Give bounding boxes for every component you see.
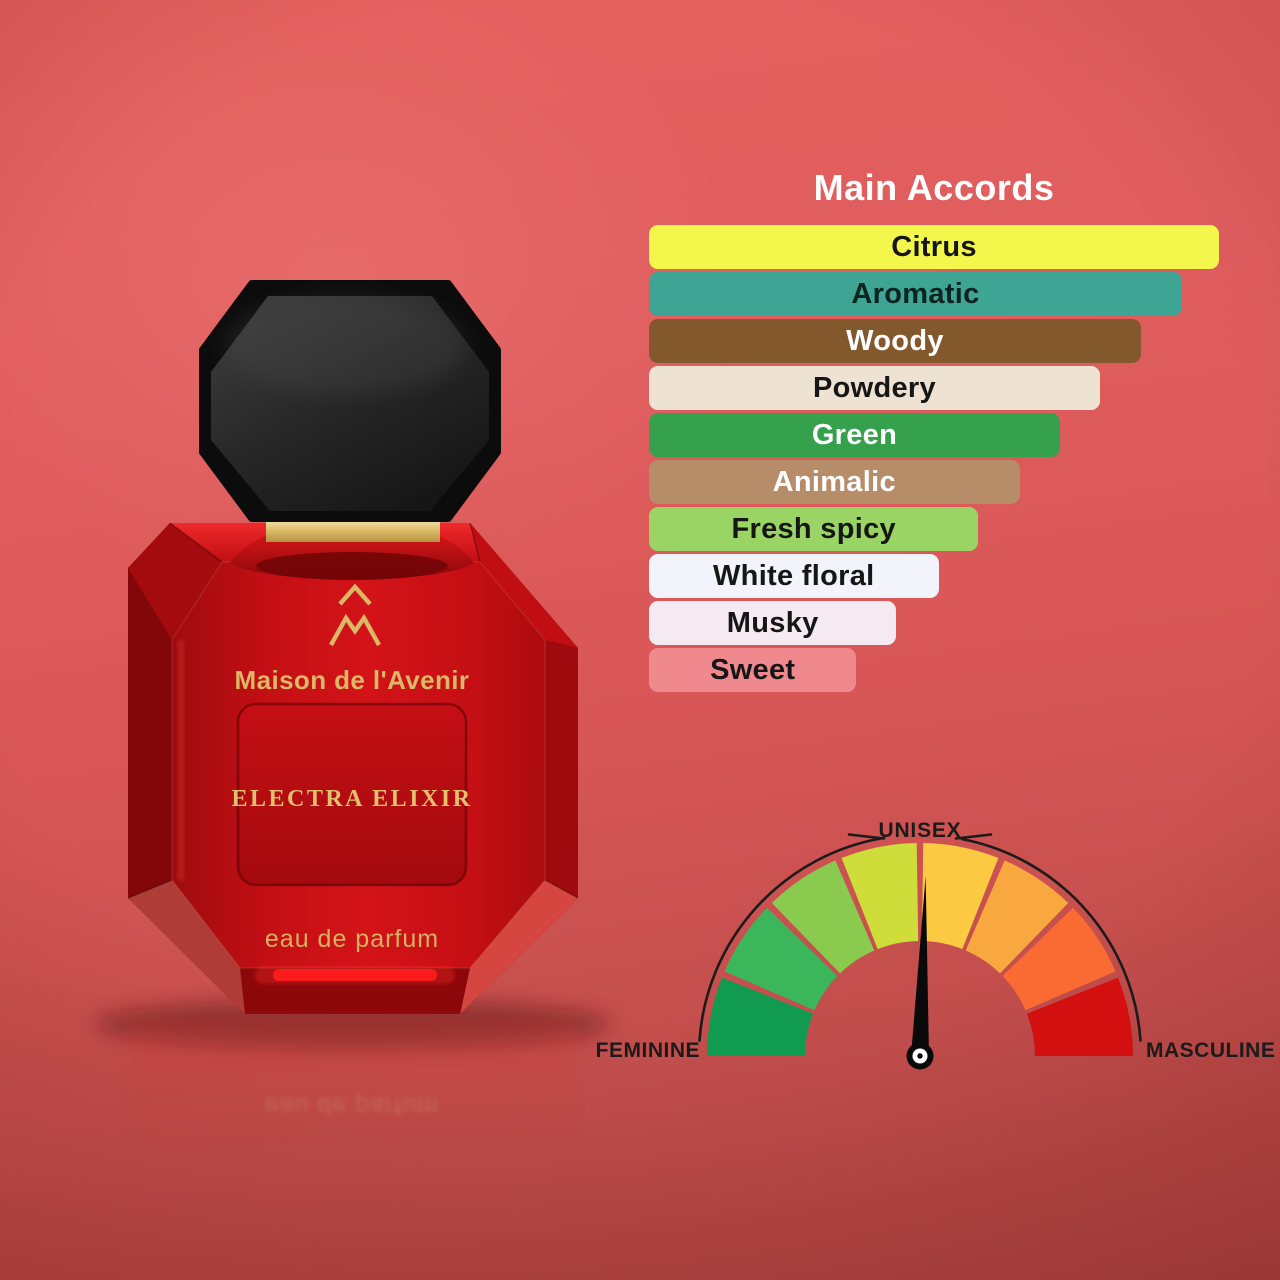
product-type-label: eau de parfum	[265, 925, 439, 953]
bottle-reflection: eau de parfum	[130, 1018, 575, 1170]
accord-bar-label: Woody	[846, 324, 944, 357]
accord-bar-animalic: Animalic	[649, 460, 1020, 504]
gauge-geometry	[698, 833, 1142, 1070]
accord-bar-fresh-spicy: Fresh spicy	[649, 507, 979, 551]
gauge-unisex-tick	[847, 833, 886, 840]
accord-bar-aromatic: Aromatic	[649, 272, 1182, 316]
gauge-segment-4	[841, 843, 919, 950]
accord-bar-musky: Musky	[649, 601, 897, 645]
gauge-segment-7	[1002, 907, 1116, 1011]
accord-bar-label: Animalic	[772, 465, 896, 498]
accord-bar-citrus: Citrus	[649, 225, 1219, 269]
gauge-label-feminine: FEMININE	[596, 1039, 700, 1062]
reflection-text: eau de parfum	[265, 1092, 439, 1120]
accord-bar-label: Sweet	[710, 653, 796, 686]
bottle-bottom-highlight	[273, 969, 437, 981]
brand-monogram-icon	[329, 583, 381, 647]
accord-bar-white-floral: White floral	[649, 554, 939, 598]
bottle-cap	[199, 280, 501, 522]
accord-bar-green: Green	[649, 413, 1060, 457]
gauge-needle-hub	[917, 1053, 923, 1059]
accord-bar-label: Aromatic	[851, 277, 980, 310]
perfume-bottle-illustration: Maison de l'Avenir ELECTRA ELIXIR eau de…	[94, 280, 610, 1170]
bottle-label-panel	[236, 702, 468, 887]
accord-bar-powdery: Powdery	[649, 366, 1100, 410]
gauge-segment-5	[921, 843, 999, 950]
product-name: ELECTRA ELIXIR	[231, 786, 472, 812]
accord-bar-label: Powdery	[812, 371, 936, 404]
accords-bar-chart: Citrus Aromatic Woody Powdery Green Animalic F…	[649, 225, 1219, 695]
gauge-label-unisex: UNISEX	[879, 819, 962, 842]
accord-bar-sweet: Sweet	[649, 648, 857, 692]
gauge-label-masculine: MASCULINE	[1146, 1039, 1275, 1062]
gauge-segment-2	[724, 907, 838, 1011]
gauge-outline-arc	[960, 837, 1142, 1042]
gauge-segment-1	[707, 977, 814, 1056]
gauge-segment-6	[965, 860, 1069, 974]
bottle-label-art: Maison de l'Avenir ELECTRA ELIXIR eau de…	[231, 583, 472, 953]
accords-chart-title: Main Accords	[813, 167, 1055, 208]
gender-gauge: UNISEX FEMININE MASCULINE	[596, 819, 1275, 1070]
bottle-body	[127, 522, 579, 1014]
accord-bar-label: Green	[811, 418, 898, 451]
gauge-segment-8	[1026, 977, 1133, 1056]
accord-bar-label: Fresh spicy	[731, 512, 896, 545]
brand-name: Maison de l'Avenir	[235, 665, 470, 695]
gauge-segment-3	[771, 860, 875, 974]
gauge-unisex-tick	[954, 833, 993, 840]
accord-bar-label: Citrus	[891, 230, 977, 263]
gauge-outline-arc	[698, 836, 885, 1042]
accord-bar-label: Musky	[726, 606, 819, 639]
gauge-needle	[906, 876, 934, 1070]
accord-bar-label: White floral	[713, 559, 875, 592]
accord-bar-woody: Woody	[649, 319, 1141, 363]
